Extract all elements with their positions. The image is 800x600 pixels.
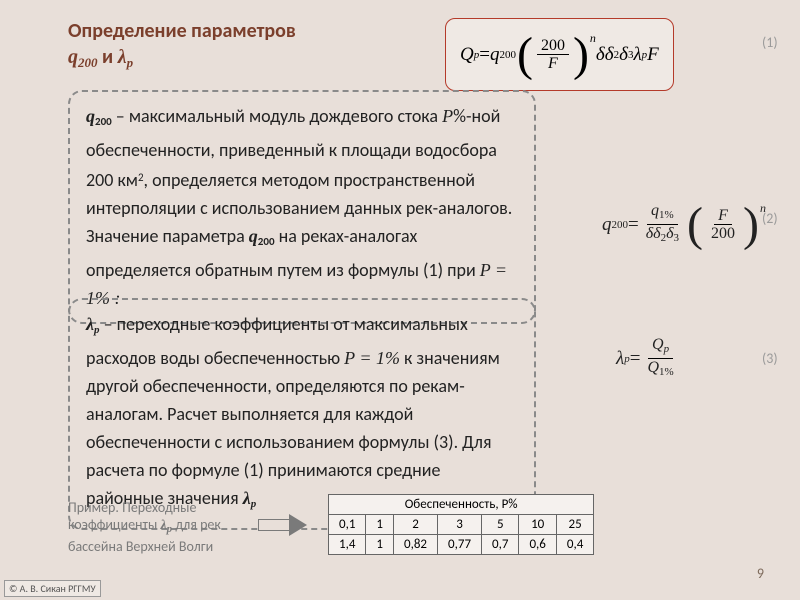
title-q: q <box>68 46 78 68</box>
title-lambda: λ <box>118 46 127 68</box>
eq2-number: (2) <box>762 210 778 227</box>
b1-q2s: 200 <box>258 235 275 248</box>
th3: 3 <box>438 515 482 535</box>
table-data-row: 1,4 1 0,82 0,77 0,7 0,6 0,4 <box>329 535 594 555</box>
eq3-number: (3) <box>762 350 778 367</box>
eq2-ft2: F <box>714 207 732 225</box>
eq2-tqs: 1% <box>659 209 674 221</box>
title-lambda-sub: p <box>127 55 134 70</box>
b2-t2: к значениям другой обеспеченности, опред… <box>86 347 500 509</box>
eq2-tq: q <box>651 202 659 219</box>
example-caption: Пример. Переходные коэффициенты λp для р… <box>68 499 248 555</box>
eq3-lam: λ <box>616 348 624 370</box>
th4: 5 <box>482 515 519 535</box>
eq1-d3p: δ <box>619 44 628 66</box>
eq1-qs: 200 <box>499 49 516 61</box>
td2: 0,82 <box>394 535 438 555</box>
eq3-bots: 1% <box>659 366 674 378</box>
b2-lam: λ <box>86 314 94 334</box>
b1-t1: – максимальный модуль дождевого стока <box>112 105 442 127</box>
eq3-bot: Q <box>647 359 659 376</box>
eq1-eq: = <box>479 44 490 66</box>
eq2-qs: 200 <box>612 219 629 231</box>
eq2-frac1: q1% δδ2δ3 <box>642 202 683 247</box>
eq2-b3: 3 <box>674 232 680 244</box>
th0: 0,1 <box>329 515 366 535</box>
definition-q200-box: q200 – максимальный модуль дождевого сто… <box>68 90 536 324</box>
probability-table: Обеспеченность, P% 0,1 1 2 3 5 10 25 1,4… <box>328 494 594 555</box>
table-caption: Обеспеченность, P% <box>329 495 594 515</box>
arrow-icon <box>258 514 308 536</box>
eq2-bot: δδ <box>646 225 661 242</box>
eq2-q: q <box>602 214 612 236</box>
td1: 1 <box>366 535 394 555</box>
b2-lam2s: p <box>251 498 257 510</box>
eq1-Q: Q <box>460 44 474 66</box>
b1-qs: 200 <box>95 115 112 128</box>
td0: 1,4 <box>329 535 366 555</box>
equation-2: q200 = q1% δδ2δ3 ( F200 ) n <box>602 197 766 252</box>
td6: 0,4 <box>556 535 593 555</box>
eq2-frac2: F200 <box>707 207 739 242</box>
eq1-F: F <box>647 44 659 66</box>
eq1-lam: λ <box>633 44 641 66</box>
title-text: Определение параметров <box>68 19 296 43</box>
eq2-fb2: 200 <box>707 225 739 242</box>
eq2-eq: = <box>628 214 639 236</box>
th2: 2 <box>394 515 438 535</box>
td4: 0,7 <box>482 535 519 555</box>
eq3-top: Q <box>652 336 664 353</box>
th5: 10 <box>519 515 556 535</box>
b1-P: P <box>442 106 453 126</box>
th6: 25 <box>556 515 593 535</box>
title-and: и <box>98 45 118 69</box>
eq1-frac: 200F <box>537 37 569 72</box>
eq1-frac-top: 200 <box>537 37 569 55</box>
b1-q2: q <box>249 226 258 246</box>
td3: 0,77 <box>438 535 482 555</box>
b1-q: q <box>86 106 95 126</box>
b2-Peq: P = 1% <box>344 348 400 368</box>
eq3-frac: Qp Q1% <box>643 336 677 381</box>
title-q-sub: 200 <box>78 55 98 70</box>
equation-3: λ p = Qp Q1% <box>616 336 681 381</box>
eq3-eq: = <box>630 348 641 370</box>
equation-1-box: Qp = q200 ( 200F ) n δδ2δ3λpF <box>445 18 674 91</box>
page-title: Определение параметров q200 и λp <box>68 18 296 76</box>
eq1-frac-bot: F <box>544 55 562 72</box>
page-number: 9 <box>757 565 764 582</box>
table-header-row: 0,1 1 2 3 5 10 25 <box>329 515 594 535</box>
eq1-number: (1) <box>762 34 778 51</box>
copyright-label: © А. В. Сикан РГГМУ <box>4 580 101 597</box>
th1: 1 <box>366 515 394 535</box>
eq1-q: q <box>490 44 500 66</box>
td5: 0,6 <box>519 535 556 555</box>
eq1-dd: δδ <box>596 44 614 66</box>
eq3-tops: p <box>664 343 670 355</box>
eq2-b3p: δ <box>666 225 673 242</box>
